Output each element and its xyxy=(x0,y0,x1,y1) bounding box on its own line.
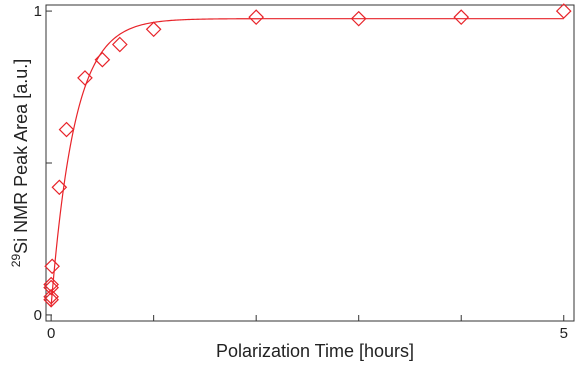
data-point xyxy=(248,9,265,26)
data-point xyxy=(555,3,572,19)
y-tick-label: 1 xyxy=(34,3,42,20)
y-axis-title: 29Si NMR Peak Area [a.u.] xyxy=(9,59,31,267)
data-point xyxy=(350,10,367,27)
data-points xyxy=(43,3,572,308)
data-point xyxy=(77,70,93,86)
plot-frame xyxy=(45,4,575,322)
data-point xyxy=(94,51,111,68)
x-tick-label: 5 xyxy=(560,325,568,342)
data-point xyxy=(43,291,59,308)
y-axis-title-superscript: 29 xyxy=(9,254,23,268)
data-point xyxy=(51,179,68,196)
data-point xyxy=(43,276,59,293)
data-point xyxy=(145,21,162,38)
data-point xyxy=(453,9,470,26)
axis-ticks: 0 5 0 1 xyxy=(34,3,568,342)
x-tick-label: 0 xyxy=(47,325,55,342)
data-point xyxy=(111,36,128,53)
data-point xyxy=(58,121,75,138)
data-point xyxy=(43,288,59,305)
y-tick-label: 0 xyxy=(34,307,42,324)
data-point xyxy=(43,279,59,296)
x-axis-title: Polarization Time [hours] xyxy=(216,341,414,361)
y-axis-title-main: Si NMR Peak Area [a.u.] xyxy=(11,59,31,254)
fit-curve xyxy=(50,18,564,306)
data-point xyxy=(44,258,61,275)
